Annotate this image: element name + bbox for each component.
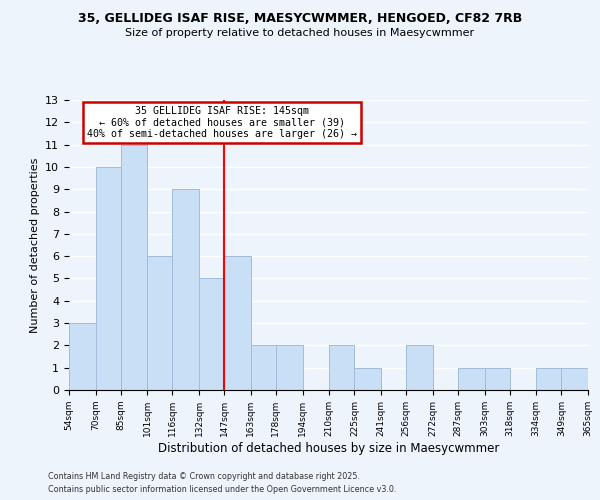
Bar	[199, 278, 224, 390]
Text: 35 GELLIDEG ISAF RISE: 145sqm
← 60% of detached houses are smaller (39)
40% of s: 35 GELLIDEG ISAF RISE: 145sqm ← 60% of d…	[87, 106, 357, 139]
Text: Contains public sector information licensed under the Open Government Licence v3: Contains public sector information licen…	[48, 485, 397, 494]
Bar	[561, 368, 588, 390]
Bar	[96, 167, 121, 390]
Y-axis label: Number of detached properties: Number of detached properties	[29, 158, 40, 332]
X-axis label: Distribution of detached houses by size in Maesycwmmer: Distribution of detached houses by size …	[158, 442, 499, 454]
Bar	[406, 346, 433, 390]
Text: 35, GELLIDEG ISAF RISE, MAESYCWMMER, HENGOED, CF82 7RB: 35, GELLIDEG ISAF RISE, MAESYCWMMER, HEN…	[78, 12, 522, 26]
Bar	[251, 346, 276, 390]
Bar	[69, 323, 96, 390]
Bar	[536, 368, 561, 390]
Bar	[224, 256, 251, 390]
Text: Contains HM Land Registry data © Crown copyright and database right 2025.: Contains HM Land Registry data © Crown c…	[48, 472, 360, 481]
Text: Size of property relative to detached houses in Maesycwmmer: Size of property relative to detached ho…	[125, 28, 475, 38]
Bar	[485, 368, 509, 390]
Bar	[172, 189, 199, 390]
Bar	[276, 346, 302, 390]
Bar	[148, 256, 172, 390]
Bar	[329, 346, 355, 390]
Bar	[121, 144, 148, 390]
Bar	[355, 368, 381, 390]
Bar	[458, 368, 485, 390]
